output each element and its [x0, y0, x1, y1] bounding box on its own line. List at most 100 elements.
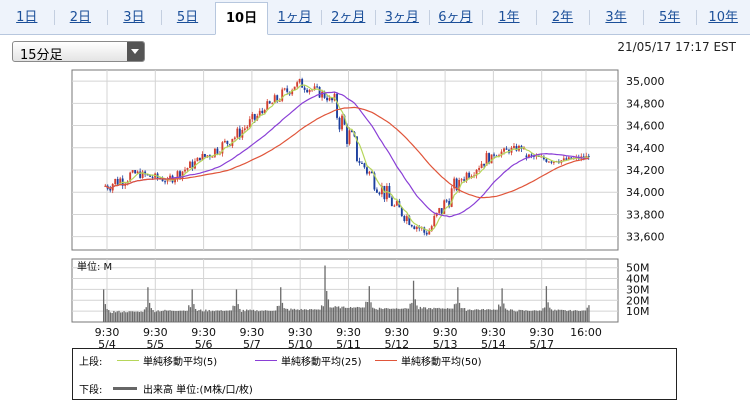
- volume-bar: [285, 308, 287, 322]
- x-tick-date: 5/17: [529, 338, 554, 351]
- volume-bar: [412, 280, 415, 322]
- tab-8[interactable]: 6ヶ月: [438, 10, 473, 25]
- candle-body: [174, 178, 176, 183]
- candle-body: [493, 154, 495, 156]
- volume-bar: [307, 309, 309, 322]
- interval-select[interactable]: 15分足: [12, 41, 145, 63]
- tab-7[interactable]: 3ヶ月: [384, 10, 419, 25]
- price-frame: [71, 69, 619, 251]
- candle-body: [206, 155, 209, 157]
- candle-body: [373, 173, 376, 190]
- volume-bar: [421, 308, 423, 322]
- tab-12[interactable]: 5年: [658, 10, 681, 25]
- volume-bar: [463, 308, 466, 322]
- tab-2[interactable]: 3日: [123, 10, 145, 25]
- volume-tick-label: 10M: [626, 305, 650, 318]
- tab-4[interactable]: 10日: [215, 2, 268, 35]
- candle-body: [433, 215, 436, 227]
- volume-bar: [465, 310, 467, 322]
- volume-bar: [174, 311, 176, 322]
- x-tick-date: 5/5: [146, 338, 164, 351]
- candle-body: [203, 154, 206, 157]
- x-tick-time: 9:30: [95, 326, 120, 339]
- volume-bar: [356, 306, 359, 322]
- x-tick-date: 5/13: [433, 338, 458, 351]
- volume-bar: [155, 311, 158, 322]
- candle-body: [428, 231, 431, 235]
- volume-bar: [383, 308, 386, 322]
- volume-bar: [521, 310, 524, 322]
- volume-bar: [252, 309, 255, 322]
- tab-0[interactable]: 1日: [16, 10, 38, 25]
- x-tick-date: 5/11: [336, 338, 361, 351]
- x-tick-date: 5/12: [384, 338, 409, 351]
- volume-bar: [533, 310, 536, 322]
- volume-bar: [227, 310, 229, 322]
- tab-6[interactable]: 2ヶ月: [331, 10, 366, 25]
- volume-bar: [486, 309, 488, 322]
- candle-body: [513, 145, 515, 148]
- ma50-line: [104, 106, 589, 199]
- candle-body: [370, 171, 373, 174]
- tab-1[interactable]: 2日: [69, 10, 91, 25]
- volume-bar: [184, 310, 187, 322]
- volume-bar: [588, 305, 590, 322]
- candle-body: [286, 88, 289, 92]
- candle-body: [333, 93, 336, 101]
- tab-5[interactable]: 1ヶ月: [277, 10, 312, 25]
- volume-bar: [254, 311, 256, 322]
- volume-bar: [293, 308, 296, 322]
- volume-bar: [574, 310, 576, 322]
- volume-bar: [499, 306, 502, 322]
- tab-10[interactable]: 2年: [551, 10, 574, 25]
- tab-13[interactable]: 10年: [708, 10, 738, 25]
- candle-body: [515, 145, 518, 151]
- volume-bar: [237, 304, 239, 322]
- chevron-down-icon[interactable]: [127, 42, 144, 61]
- volume-bar: [506, 309, 508, 322]
- candle-body: [348, 130, 351, 144]
- volume-bar: [193, 304, 195, 322]
- candle-body: [296, 82, 299, 87]
- volume-bar: [424, 307, 427, 322]
- candle-body: [134, 170, 137, 174]
- volume-bar: [220, 310, 222, 322]
- price-tick-label: 35,000: [626, 75, 665, 88]
- legend-ma25-swatch: [255, 360, 277, 361]
- volume-bar: [365, 301, 367, 322]
- tab-11[interactable]: 3年: [605, 10, 627, 25]
- volume-bar: [530, 310, 532, 322]
- volume-bar: [423, 307, 425, 322]
- price-tick-label: 34,200: [626, 164, 665, 177]
- volume-bar: [511, 309, 513, 322]
- volume-bar: [404, 308, 406, 322]
- volume-bar: [247, 310, 250, 322]
- candle-body: [410, 224, 413, 227]
- candle-body: [196, 157, 199, 162]
- candle-body: [365, 167, 368, 174]
- timestamp: 21/05/17 17:17 EST: [617, 40, 736, 54]
- volume-bar: [166, 310, 168, 322]
- volume-bar: [414, 299, 416, 322]
- candle-body: [258, 110, 261, 116]
- volume-bar: [482, 308, 485, 322]
- candle-body: [149, 174, 152, 177]
- volume-bar: [455, 303, 457, 322]
- candle-body: [550, 161, 553, 163]
- ma25-line: [104, 91, 589, 218]
- tab-9[interactable]: 1年: [498, 10, 520, 25]
- candle-body: [498, 155, 500, 157]
- volume-bar: [169, 310, 171, 322]
- candle-body: [361, 162, 363, 164]
- candle-body: [547, 161, 550, 163]
- chart-legend: 上段: 単純移動平均(5) 単純移動平均(25) 単純移動平均(50) 下段: …: [72, 348, 677, 400]
- candle-body: [445, 200, 448, 202]
- candle-body: [199, 157, 201, 160]
- volume-bar: [196, 310, 198, 322]
- tab-3[interactable]: 5日: [176, 10, 199, 25]
- volume-bar: [395, 308, 398, 322]
- volume-bar: [361, 307, 364, 322]
- candle-body: [266, 101, 269, 110]
- candle-body: [400, 207, 403, 216]
- candle-body: [430, 226, 433, 232]
